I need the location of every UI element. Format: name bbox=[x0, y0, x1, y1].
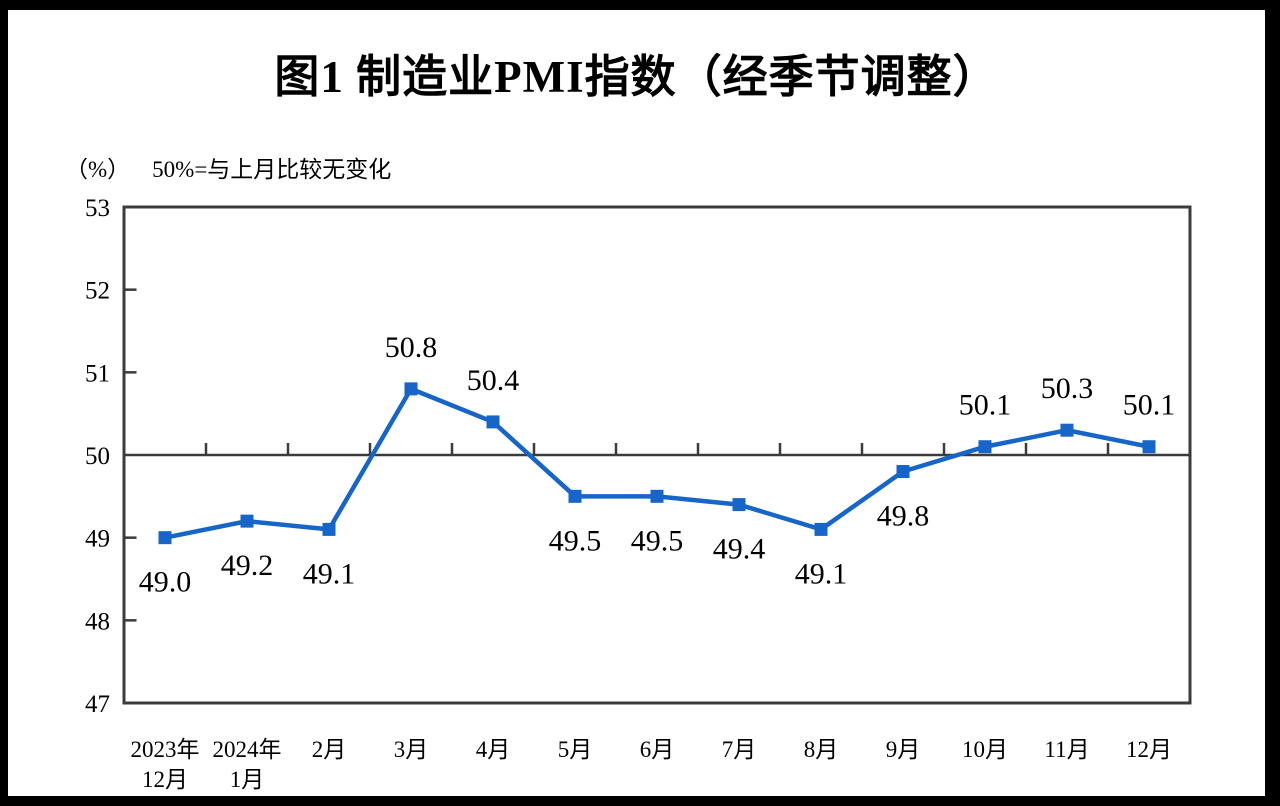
data-point-marker bbox=[240, 514, 254, 528]
data-point-marker bbox=[1142, 440, 1156, 454]
data-point-marker bbox=[322, 522, 336, 536]
x-axis-label: 7月 bbox=[722, 737, 757, 762]
y-axis-label: 47 bbox=[85, 691, 110, 718]
x-axis-label: 1月 bbox=[230, 767, 265, 792]
x-axis-label: 9月 bbox=[886, 737, 921, 762]
data-point-label: 49.5 bbox=[549, 524, 602, 557]
pmi-line-chart: 47 48 49 50 51 52 53 2023年 12月 2024年 1月 2月 3月 4月 5月 6月 7… bbox=[85, 195, 1192, 792]
x-axis-label: 12月 bbox=[1126, 737, 1172, 762]
x-axis-label: 4月 bbox=[476, 737, 511, 762]
data-point-marker bbox=[1060, 423, 1074, 437]
y-axis-label: 52 bbox=[85, 278, 110, 305]
y-axis-label: 53 bbox=[85, 195, 110, 222]
data-point-label: 49.2 bbox=[221, 549, 274, 582]
data-point-label: 49.5 bbox=[631, 524, 684, 557]
x-axis-label: 6月 bbox=[640, 737, 675, 762]
chart-title: 图1 制造业PMI指数（经季节调整） bbox=[274, 52, 999, 102]
data-point-marker bbox=[158, 531, 172, 545]
data-point-label: 49.1 bbox=[303, 557, 356, 590]
x-axis-label: 11月 bbox=[1044, 737, 1089, 762]
y-axis-label: 50 bbox=[85, 443, 110, 470]
x-axis-label: 2月 bbox=[312, 737, 347, 762]
x-axis-label: 2024年 bbox=[213, 737, 282, 762]
y-axis-label: 51 bbox=[85, 360, 110, 387]
data-point-label: 50.8 bbox=[385, 331, 438, 364]
x-axis-label: 2023年 bbox=[131, 737, 200, 762]
data-point-marker bbox=[732, 498, 746, 512]
data-point-marker bbox=[404, 382, 418, 396]
data-point-marker bbox=[650, 489, 664, 503]
data-point-marker bbox=[814, 522, 828, 536]
x-axis-label: 5月 bbox=[558, 737, 593, 762]
data-point-label: 49.8 bbox=[877, 500, 930, 533]
chart-subtitle: （%） 50%=与上月比较无变化 bbox=[65, 150, 391, 184]
data-point-marker bbox=[896, 465, 910, 479]
data-point-label: 49.1 bbox=[795, 557, 848, 590]
data-point-marker bbox=[568, 489, 582, 503]
x-axis-label: 8月 bbox=[804, 737, 839, 762]
data-point-label: 50.1 bbox=[959, 389, 1012, 422]
y-axis-label: 49 bbox=[85, 526, 110, 553]
chart-canvas: 图1 制造业PMI指数（经季节调整） （%） 50%=与上月比较无变化 47 48 4… bbox=[8, 10, 1265, 796]
x-axis-label: 12月 bbox=[142, 767, 188, 792]
data-point-label: 50.4 bbox=[467, 364, 520, 397]
data-point-label: 49.0 bbox=[139, 566, 192, 599]
data-point-label: 50.1 bbox=[1123, 389, 1176, 422]
x-axis-label: 3月 bbox=[394, 737, 429, 762]
y-axis-label: 48 bbox=[85, 608, 110, 635]
reference-line-note: 50%=与上月比较无变化 bbox=[152, 157, 392, 182]
data-point-label: 49.4 bbox=[713, 533, 766, 566]
x-axis-label: 10月 bbox=[962, 737, 1008, 762]
data-point-label: 50.3 bbox=[1041, 372, 1094, 405]
data-point-marker bbox=[486, 415, 500, 429]
data-point-marker bbox=[978, 440, 992, 454]
y-axis-unit-label: （%） bbox=[65, 157, 131, 182]
